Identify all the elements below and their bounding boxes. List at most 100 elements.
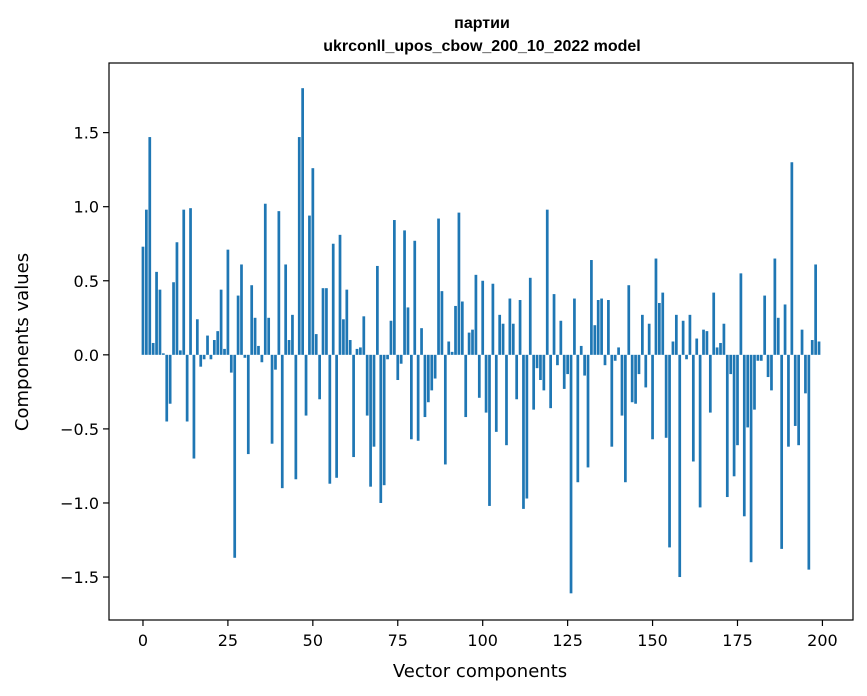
x-tick-label: 100 — [467, 631, 498, 650]
bar-53 — [321, 288, 325, 355]
bar-26 — [229, 354, 233, 373]
bar-195 — [804, 354, 807, 394]
bar-122 — [556, 354, 559, 366]
bar-108 — [508, 298, 512, 355]
x-tick-label: 125 — [552, 631, 583, 650]
bar-61 — [348, 340, 352, 355]
bar-163 — [695, 338, 699, 355]
bar-28 — [236, 295, 240, 355]
bar-161 — [688, 314, 692, 355]
bar-62 — [352, 354, 355, 458]
bar-170 — [719, 342, 722, 355]
bar-166 — [705, 331, 709, 355]
x-tick-label: 75 — [388, 631, 408, 650]
bar-130 — [583, 354, 586, 376]
y-tick-label: 1.0 — [74, 198, 99, 217]
bar-76 — [399, 354, 403, 364]
bar-123 — [559, 320, 563, 355]
bar-23 — [219, 289, 223, 355]
bar-120 — [549, 354, 552, 409]
bar-15 — [192, 354, 196, 459]
bar-99 — [477, 354, 481, 398]
bar-127 — [573, 298, 576, 355]
bar-199 — [817, 341, 821, 355]
bar-193 — [797, 354, 800, 446]
bar-66 — [365, 354, 369, 416]
bar-173 — [729, 354, 733, 375]
y-tick-label: 0.5 — [74, 272, 99, 291]
plot-frame — [108, 62, 854, 621]
y-tick-label: −1.5 — [60, 568, 99, 587]
bar-97 — [471, 329, 474, 355]
bar-1 — [145, 209, 148, 355]
bar-114 — [528, 277, 532, 355]
bar-34 — [257, 345, 260, 355]
bar-129 — [579, 345, 583, 355]
bar-198 — [814, 264, 817, 355]
bar-33 — [253, 317, 257, 355]
bar-140 — [617, 347, 620, 355]
bar-165 — [702, 329, 705, 355]
bar-43 — [287, 340, 291, 355]
bar-27 — [233, 354, 237, 558]
bars-group — [141, 88, 821, 594]
bar-147 — [641, 314, 644, 355]
bar-12 — [182, 209, 186, 355]
bar-152 — [658, 302, 661, 355]
bar-160 — [685, 354, 688, 360]
bar-95 — [464, 354, 468, 418]
bar-175 — [736, 354, 739, 446]
bar-79 — [410, 354, 413, 440]
bar-18 — [202, 354, 206, 360]
bar-41 — [280, 354, 284, 489]
bar-156 — [671, 341, 675, 355]
bar-50 — [311, 168, 315, 355]
bar-3 — [151, 342, 155, 355]
bar-42 — [284, 264, 288, 355]
x-tick-label: 25 — [218, 631, 238, 650]
bar-82 — [420, 328, 423, 355]
bar-88 — [440, 291, 444, 355]
bar-92 — [454, 305, 457, 355]
y-tick-label: −0.5 — [60, 420, 99, 439]
bar-84 — [426, 354, 430, 403]
bar-93 — [457, 212, 461, 355]
bar-109 — [511, 323, 515, 355]
x-tick-label: 50 — [303, 631, 323, 650]
bar-146 — [637, 354, 641, 375]
bar-186 — [773, 258, 777, 355]
bar-138 — [610, 354, 614, 447]
bar-74 — [393, 220, 396, 355]
bar-13 — [185, 354, 189, 422]
bar-174 — [732, 354, 736, 477]
bar-45 — [294, 354, 298, 480]
bar-106 — [501, 323, 505, 355]
bar-171 — [722, 323, 726, 355]
bar-78 — [406, 307, 410, 355]
bar-187 — [776, 317, 780, 355]
axes-group: 0 25 50 75 100 125 150 175 200 −1.5 −1.0 −0.5 0.0 0.5… — [60, 62, 854, 650]
bar-6 — [162, 353, 165, 355]
bar-150 — [651, 354, 654, 440]
bar-151 — [654, 258, 658, 355]
bar-54 — [325, 288, 328, 355]
bar-116 — [535, 354, 539, 369]
x-tick-label: 200 — [807, 631, 838, 650]
bar-190 — [787, 354, 790, 447]
bar-158 — [678, 354, 682, 578]
bar-100 — [481, 280, 485, 355]
bar-52 — [318, 354, 321, 400]
bar-56 — [331, 243, 335, 355]
bar-105 — [498, 314, 502, 355]
bar-75 — [396, 354, 400, 381]
bar-90 — [447, 341, 451, 355]
bar-162 — [691, 354, 695, 462]
bar-71 — [382, 354, 386, 486]
y-tick-label: −1.0 — [60, 494, 99, 513]
bar-145 — [634, 354, 637, 404]
bar-112 — [522, 354, 525, 509]
x-tick-label: 0 — [138, 631, 148, 650]
bar-58 — [338, 234, 342, 355]
bar-16 — [195, 319, 199, 355]
bar-110 — [515, 354, 519, 400]
